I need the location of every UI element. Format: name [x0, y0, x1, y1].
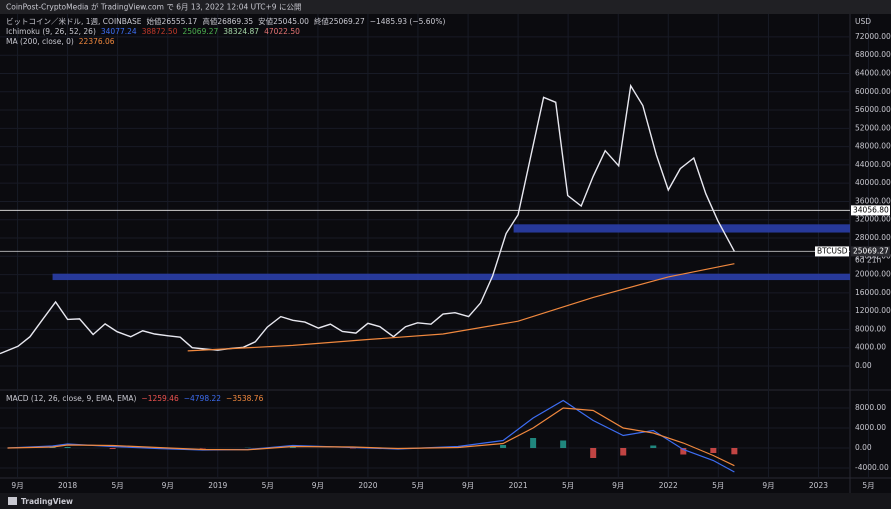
- x-tick-label: 9月: [312, 481, 324, 490]
- x-tick-label: 5月: [412, 481, 424, 490]
- x-tick-label: 9月: [612, 481, 624, 490]
- histogram-bar: [620, 448, 627, 456]
- y-tick-label: 4000.00: [855, 343, 886, 352]
- y-tick-label: 8000.00: [855, 324, 886, 333]
- top-bar: [0, 0, 891, 14]
- legend-text: −1485.93 (−5.60%): [370, 17, 446, 26]
- legend-text: −3538.76: [226, 394, 264, 403]
- y-tick-label: 8000.00: [855, 403, 886, 412]
- legend-text: Ichimoku (9, 26, 52, 26): [6, 27, 96, 36]
- legend-text: 38324.87: [223, 27, 259, 36]
- y-unit: USD: [855, 17, 871, 26]
- legend-text: MACD (12, 26, close, 9, EMA, EMA): [6, 394, 136, 403]
- logo: [8, 497, 17, 505]
- x-tick-label: 5月: [712, 481, 724, 490]
- publish-info: CoinPost-CryptoMedia が TradingView.com で…: [6, 2, 301, 12]
- y-tick-label: 64000.00: [855, 68, 891, 77]
- x-tick-label: 2020: [358, 481, 377, 490]
- legend-text: 22376.06: [79, 37, 115, 46]
- support-zone: [513, 224, 850, 233]
- x-tick-label: 5月: [262, 481, 274, 490]
- histogram-bar: [680, 448, 687, 455]
- price-tag-bg: [851, 246, 890, 257]
- y-tick-label: 40000.00: [855, 178, 891, 187]
- x-tick-label: 9月: [762, 481, 774, 490]
- macd-line: [7, 407, 735, 467]
- histogram-bar: [560, 440, 567, 448]
- legend-text: 高値26869.35: [202, 16, 253, 26]
- y-tick-label: 68000.00: [855, 50, 891, 59]
- brand: TradingView: [21, 497, 73, 506]
- legend-text: 終値25069.27: [314, 16, 365, 26]
- countdown: 6d 21h: [855, 255, 881, 264]
- chart-bg: [0, 14, 891, 493]
- price-tag: 25069.27: [853, 246, 889, 255]
- y-tick-label: 44000.00: [855, 160, 891, 169]
- y-tick-label: 60000.00: [855, 87, 891, 96]
- y-tick-label: 0.00: [855, 361, 872, 370]
- x-tick-label: 2018: [58, 481, 77, 490]
- legend-text: MA (200, close, 0): [6, 37, 74, 46]
- histogram-bar: [650, 445, 657, 448]
- x-tick-label: 2021: [509, 481, 528, 490]
- x-tick-label: 9月: [162, 481, 174, 490]
- symbol-tag-bg: [815, 246, 849, 257]
- y-tick-label: 20000.00: [855, 270, 891, 279]
- x-tick-label: 9月: [11, 481, 23, 490]
- y-tick-label: 56000.00: [855, 105, 891, 114]
- histogram-bar: [731, 448, 738, 455]
- legend-text: 始値26555.17: [147, 16, 198, 26]
- legend-text: 47022.50: [264, 27, 300, 36]
- x-tick-label: 5月: [862, 481, 874, 490]
- histogram-bar: [64, 447, 71, 448]
- x-tick-label: 9月: [462, 481, 474, 490]
- symbol-tag: BTCUSD: [817, 246, 848, 255]
- y-tick-label: 28000.00: [855, 233, 891, 242]
- histogram-bar: [500, 445, 507, 448]
- y-tick-label: 32000.00: [855, 215, 891, 224]
- legend-text: −4798.22: [184, 394, 222, 403]
- legend-text: 34077.24: [101, 27, 137, 36]
- legend-text: ビットコイン／米ドル, 1週, COINBASE: [6, 16, 142, 26]
- histogram-bar: [109, 448, 116, 449]
- legend-text: 安値25045.00: [258, 16, 309, 26]
- price-tag: 34056.80: [853, 205, 889, 214]
- y-tick-label: 72000.00: [855, 32, 891, 41]
- y-tick-label: 12000.00: [855, 306, 891, 315]
- support-zone: [52, 273, 851, 281]
- y-tick-label: 36000.00: [855, 196, 891, 205]
- histogram-bar: [590, 448, 597, 458]
- x-tick-label: 2022: [659, 481, 678, 490]
- histogram-bar: [710, 448, 717, 453]
- histogram-bar: [199, 448, 206, 449]
- legend-text: −1259.46: [141, 394, 179, 403]
- histogram-bar: [530, 438, 537, 448]
- histogram-bar: [349, 448, 356, 449]
- x-tick-label: 2019: [208, 481, 227, 490]
- legend-text: 38872.50: [142, 27, 178, 36]
- price-tag-bg: [851, 205, 890, 216]
- x-tick-label: 2023: [809, 481, 828, 490]
- legend-text: 25069.27: [182, 27, 218, 36]
- y-tick-label: 16000.00: [855, 288, 891, 297]
- bottom-bar: [0, 493, 891, 509]
- y-tick-label: 0.00: [855, 443, 872, 452]
- series-line: [0, 83, 736, 355]
- y-tick-label: 52000.00: [855, 123, 891, 132]
- y-tick-label: -4000.00: [855, 463, 889, 472]
- series-line: [187, 263, 735, 352]
- y-tick-label: 48000.00: [855, 142, 891, 151]
- histogram-bar: [289, 447, 296, 448]
- x-tick-label: 5月: [562, 481, 574, 490]
- x-tick-label: 5月: [111, 481, 123, 490]
- y-tick-label: 4000.00: [855, 423, 886, 432]
